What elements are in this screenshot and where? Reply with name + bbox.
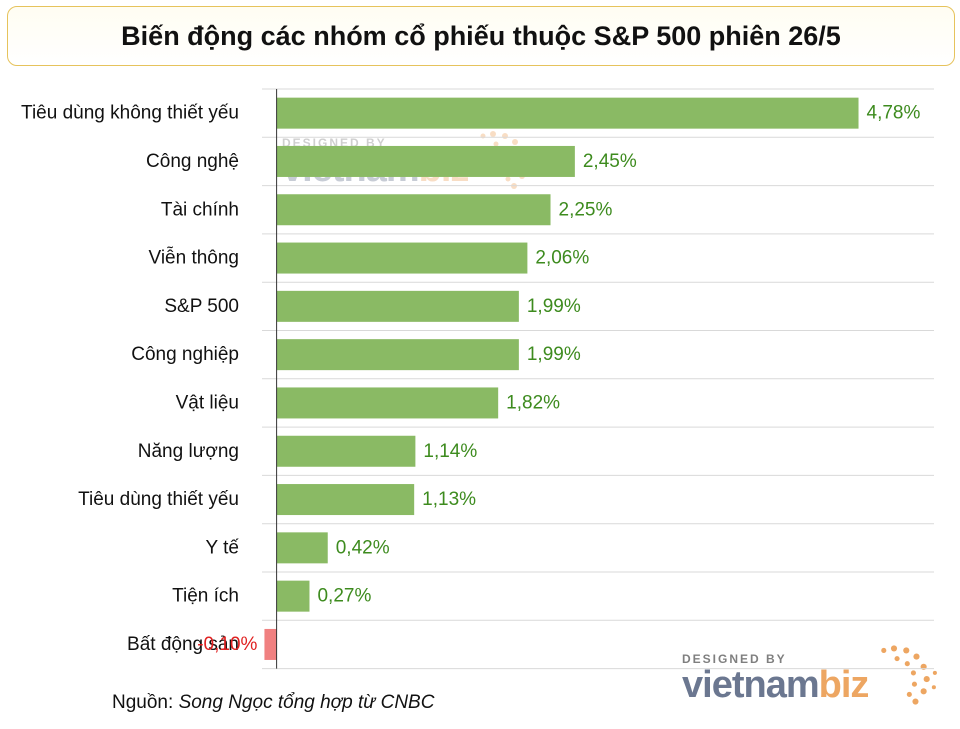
chart-title-box: Biến động các nhóm cổ phiếu thuộc S&P 50…: [7, 6, 955, 66]
category-label: Tiêu dùng không thiết yếu: [21, 103, 239, 124]
bar: [276, 484, 415, 516]
bar: [276, 435, 416, 467]
bar: [276, 290, 519, 322]
bar: [276, 242, 528, 274]
labels: Tiêu dùng không thiết yếu 4,78% Công nghệ 2…: [21, 103, 920, 655]
source-label: Nguồn:: [112, 692, 174, 713]
watermark-designed-by-2: DESIGNED BY: [682, 652, 787, 666]
data-label: 4,78%: [867, 103, 921, 124]
watermark-bottom-dots-icon: [881, 645, 937, 705]
chart-title: Biến động các nhóm cổ phiếu thuộc S&P 50…: [121, 20, 841, 51]
data-label: 1,99%: [527, 344, 581, 365]
category-label: Bất động sản: [127, 634, 239, 655]
watermark-bottom: DESIGNED BY vietnambiz: [682, 652, 869, 706]
category-label: Công nghiệp: [131, 344, 239, 365]
category-label: Viễn thông: [148, 247, 239, 269]
data-label: 1,13%: [422, 489, 476, 510]
data-label: 2,45%: [583, 151, 637, 172]
bar: [276, 145, 575, 177]
category-label: Năng lượng: [138, 441, 239, 462]
source-note: Nguồn: Song Ngọc tổng hợp từ CNBC: [112, 692, 434, 714]
bar: [276, 387, 499, 419]
source-text: Song Ngọc tổng hợp từ CNBC: [178, 692, 435, 713]
bar: [276, 532, 328, 564]
data-label: 0,27%: [317, 586, 371, 607]
watermark-logo-text-2: vietnambiz: [682, 664, 869, 706]
category-label: Tiêu dùng thiết yếu: [78, 489, 239, 510]
data-label: -0,10%: [197, 634, 257, 655]
data-label: 1,99%: [527, 296, 581, 317]
data-label: 1,82%: [506, 392, 560, 413]
bar: [276, 339, 519, 371]
grid-lines: [262, 88, 934, 670]
bars: [264, 97, 859, 660]
bar: [276, 97, 859, 129]
data-label: 2,25%: [559, 199, 613, 220]
category-label: S&P 500: [164, 296, 239, 317]
category-label: Công nghệ: [146, 151, 239, 172]
data-label: 0,42%: [336, 537, 390, 558]
data-label: 2,06%: [535, 248, 589, 269]
bar: [276, 194, 551, 226]
bar: [264, 628, 277, 660]
category-label: Tiện ích: [172, 586, 239, 607]
category-label: Vật liệu: [176, 392, 239, 413]
data-label: 1,14%: [423, 441, 477, 462]
category-label: Y tế: [206, 537, 240, 558]
category-label: Tài chính: [161, 199, 239, 220]
bar: [276, 580, 310, 612]
